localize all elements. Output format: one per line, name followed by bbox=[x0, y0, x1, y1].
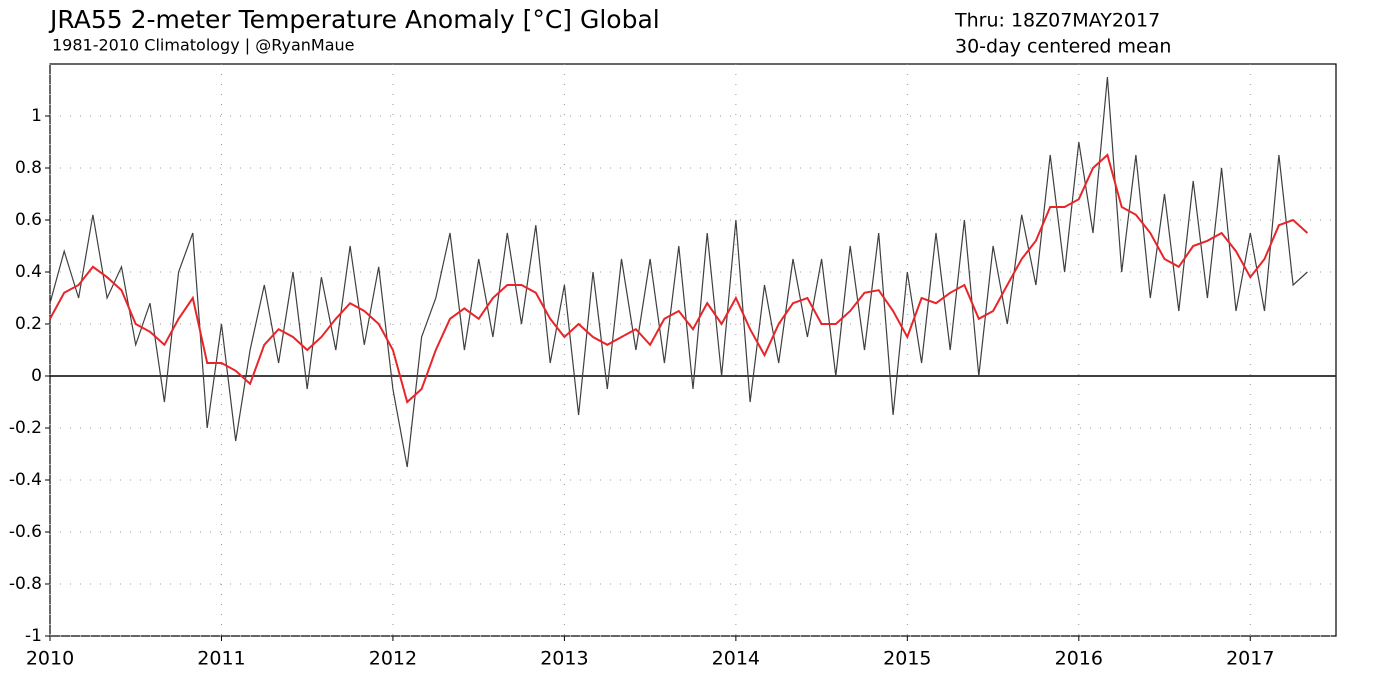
plot-frame bbox=[49, 63, 1337, 637]
annotation: Thru: 18Z07MAY2017 bbox=[954, 10, 1160, 32]
series-line bbox=[49, 153, 1309, 404]
y-tick-label: -1 bbox=[25, 626, 42, 646]
x-tick-label: 2015 bbox=[883, 648, 931, 670]
y-tick-label: 0.8 bbox=[15, 158, 42, 178]
y-tick-label: -0.8 bbox=[9, 574, 42, 594]
x-tick-label: 2012 bbox=[369, 648, 417, 670]
y-tick-label: 0.2 bbox=[15, 314, 42, 334]
series-line bbox=[49, 76, 1308, 468]
x-tick-label: 2017 bbox=[1226, 648, 1274, 670]
y-tick-label: 0.4 bbox=[15, 262, 42, 282]
x-tick-label: 2010 bbox=[26, 648, 74, 670]
chart-subtitle: 1981-2010 Climatology | @RyanMaue bbox=[52, 36, 354, 55]
legend-entry: 30-day centered mean bbox=[955, 36, 1171, 58]
y-tick-label: 1 bbox=[31, 106, 42, 126]
y-tick-label: 0.6 bbox=[15, 210, 42, 230]
y-tick-label: -0.2 bbox=[9, 418, 42, 438]
y-tick-label: 0 bbox=[31, 366, 42, 386]
x-tick-label: 2016 bbox=[1055, 648, 1103, 670]
y-tick-label: -0.6 bbox=[9, 522, 42, 542]
x-tick-label: 2013 bbox=[540, 648, 588, 670]
y-tick-label: -0.4 bbox=[9, 470, 42, 490]
chart-title: JRA55 2-meter Temperature Anomaly [°C] G… bbox=[48, 5, 660, 34]
x-tick-label: 2014 bbox=[712, 648, 760, 670]
x-tick-label: 2011 bbox=[197, 648, 245, 670]
